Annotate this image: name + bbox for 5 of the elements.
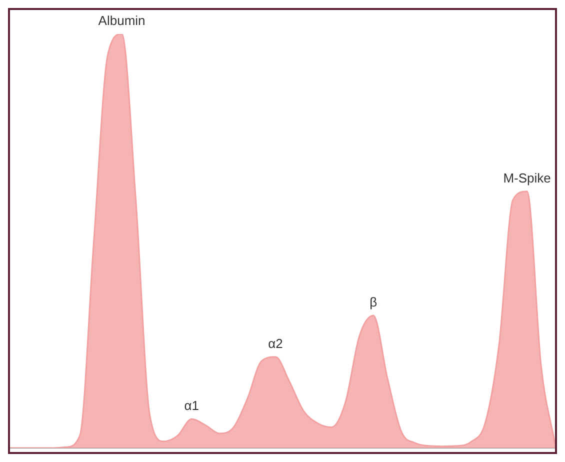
- annotation: β: [370, 294, 378, 310]
- text: Albumin: [98, 13, 146, 28]
- annotation: α2: [268, 336, 283, 351]
- annotation: α1: [184, 398, 200, 414]
- annotation: M-Spike: [503, 170, 551, 186]
